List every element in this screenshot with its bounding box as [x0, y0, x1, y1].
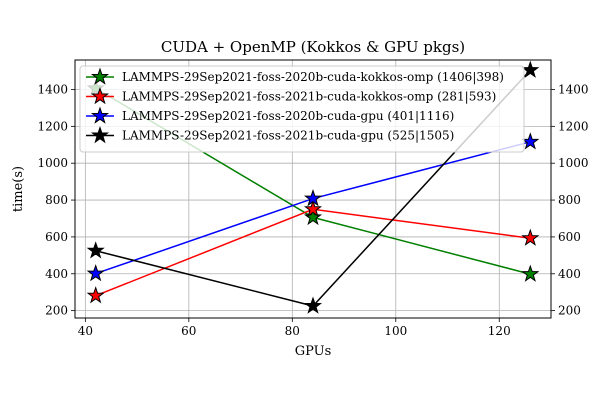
y-tick-label-left: 200	[45, 304, 68, 318]
y-tick-label-right: 1400	[558, 82, 589, 96]
data-point-star	[86, 241, 105, 259]
y-tick-label-left: 400	[45, 267, 68, 281]
legend-label: LAMMPS-29Sep2021-foss-2020b-cuda-kokkos-…	[122, 70, 504, 84]
legend-item: LAMMPS-29Sep2021-foss-2020b-cuda-gpu (40…	[86, 106, 454, 124]
x-tick-label: 60	[181, 324, 196, 338]
y-tick-label-left: 800	[45, 193, 68, 207]
series-2	[86, 199, 540, 304]
y-tick-label-right: 1000	[558, 156, 589, 170]
y-tick-label-left: 1000	[37, 156, 68, 170]
y-tick-label-right: 800	[558, 193, 581, 207]
data-point-star	[521, 264, 540, 282]
data-point-star	[521, 228, 540, 246]
y-axis-ticks-left: 200 400 600 800 1000 1200 1400	[37, 82, 75, 318]
y-axis-ticks-right: 200 400 600 800 1000 1200 1400	[551, 82, 589, 318]
legend-item: LAMMPS-29Sep2021-foss-2021b-cuda-kokkos-…	[86, 86, 496, 105]
data-point-star	[303, 199, 323, 217]
y-tick-label-right: 600	[558, 230, 581, 244]
data-point-star	[303, 296, 323, 314]
legend-box	[79, 65, 525, 153]
chart-title: CUDA + OpenMP (Kokkos & GPU pkgs)	[161, 38, 465, 56]
legend-marker-star	[90, 86, 110, 105]
x-axis-ticks: 40 60 80 100 120	[78, 318, 511, 338]
plot-frame	[74, 59, 552, 319]
data-point-star	[303, 207, 323, 226]
legend-label: LAMMPS-29Sep2021-foss-2021b-cuda-kokkos-…	[122, 90, 496, 104]
legend-marker-star	[90, 106, 110, 124]
x-tick-label: 80	[285, 324, 300, 338]
legend-label: LAMMPS-29Sep2021-foss-2021b-cuda-gpu (52…	[122, 129, 454, 143]
data-point-star	[521, 60, 540, 78]
x-tick-label: 40	[78, 324, 93, 338]
series-line	[95, 208, 531, 297]
series-3	[86, 132, 540, 282]
y-tick-label-left: 1200	[37, 119, 68, 133]
legend-item: LAMMPS-29Sep2021-foss-2020b-cuda-kokkos-…	[86, 67, 504, 85]
x-axis-label: GPUs	[295, 344, 332, 359]
data-point-star	[86, 264, 105, 282]
data-point-star	[521, 132, 540, 150]
y-tick-label-left: 600	[45, 230, 68, 244]
y-tick-label-right: 200	[558, 304, 581, 318]
legend: LAMMPS-29Sep2021-foss-2020b-cuda-kokkos-…	[79, 65, 525, 153]
data-point-star	[303, 189, 323, 207]
x-tick-label: 120	[488, 324, 511, 338]
y-axis-label: time(s)	[11, 166, 26, 212]
legend-marker-star	[90, 125, 110, 144]
legend-marker-star	[90, 67, 110, 85]
data-point-star	[86, 286, 105, 304]
y-tick-label-right: 1200	[558, 119, 589, 133]
y-tick-label-left: 1400	[37, 82, 68, 96]
y-tick-label-right: 400	[558, 267, 581, 281]
legend-label: LAMMPS-29Sep2021-foss-2020b-cuda-gpu (40…	[122, 109, 454, 123]
legend-item: LAMMPS-29Sep2021-foss-2021b-cuda-gpu (52…	[86, 125, 454, 144]
x-tick-label: 100	[384, 324, 407, 338]
